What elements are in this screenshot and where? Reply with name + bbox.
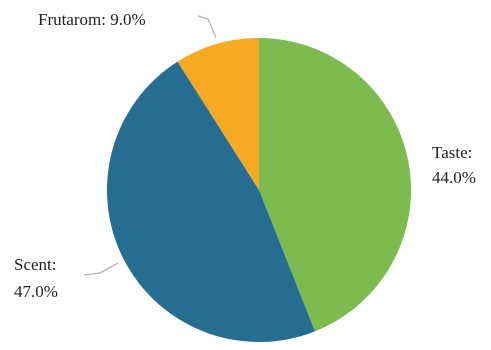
slice-label-scent-value: 47.0% [14, 282, 58, 301]
leader-lines [83, 15, 217, 276]
pie-slice-taste [259, 38, 412, 332]
leader-line-frutarom [197, 15, 217, 39]
leader-line-scent [83, 262, 119, 276]
pie-slices [106, 38, 412, 343]
slice-label-frutarom: Frutarom: 9.0% [38, 10, 146, 29]
slice-labels: Taste: 44.0% Scent: 47.0% Frutarom: 9.0% [14, 10, 476, 301]
pie-slice-frutarom [177, 38, 259, 190]
slice-label-taste: Taste: [432, 143, 472, 162]
pie-slice-scent [106, 61, 315, 343]
slice-label-taste-value: 44.0% [432, 168, 476, 187]
slice-label-scent: Scent: [14, 255, 57, 274]
